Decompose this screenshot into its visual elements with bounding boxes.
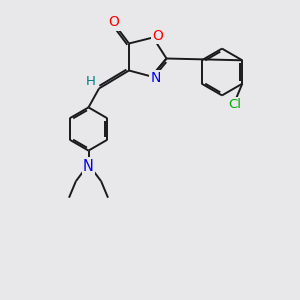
- Text: N: N: [83, 159, 94, 174]
- Text: O: O: [109, 16, 119, 29]
- Text: H: H: [86, 75, 95, 88]
- Text: O: O: [152, 29, 163, 43]
- Text: N: N: [151, 71, 161, 85]
- Text: Cl: Cl: [228, 98, 241, 111]
